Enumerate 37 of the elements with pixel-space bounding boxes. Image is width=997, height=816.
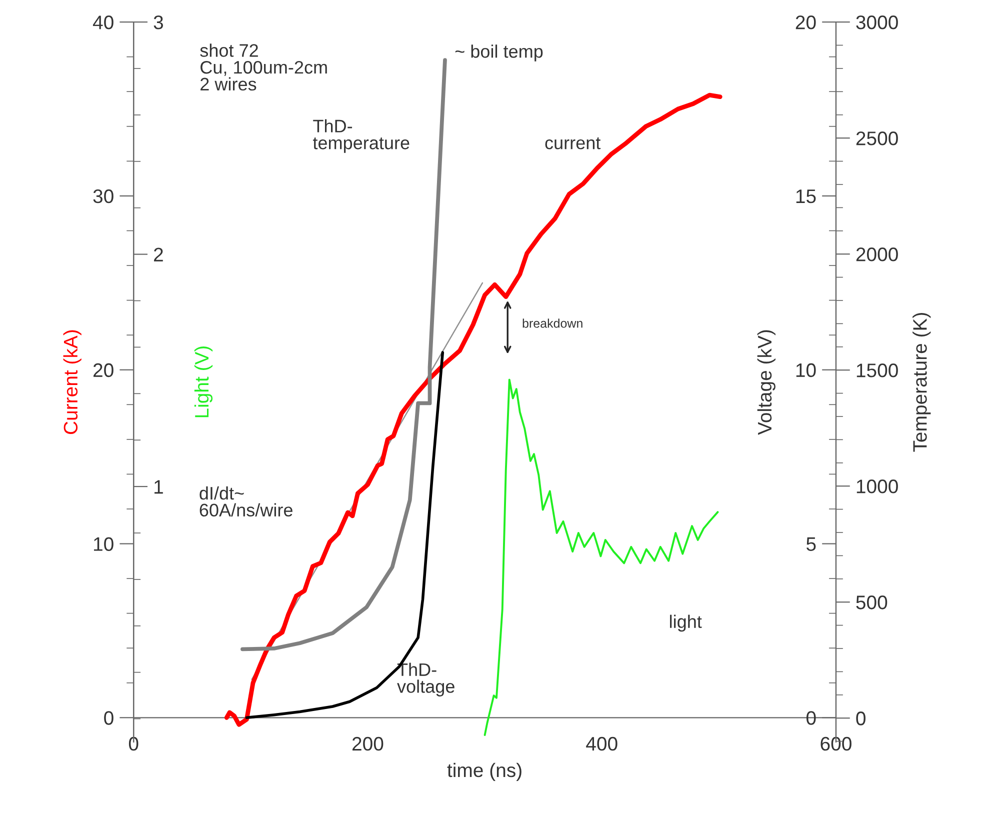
y2-tick-label: 5 xyxy=(806,537,816,551)
series-label: current xyxy=(545,137,601,150)
x-tick-label: 600 xyxy=(820,736,852,751)
y2-tick-label: 10 xyxy=(796,363,816,378)
y3-tick-label: 2000 xyxy=(856,248,898,262)
y3-axis-title: Temperature (K) xyxy=(912,312,931,452)
line-series xyxy=(484,378,719,736)
y3-tick-label: 3000 xyxy=(856,16,898,30)
y3-tick-label: 2500 xyxy=(856,132,898,146)
x-axis-title: time (ns) xyxy=(447,762,522,781)
y-tick-label: 1 xyxy=(154,480,163,494)
y3-tick-label: 500 xyxy=(856,596,888,610)
y2-axis-title: Voltage (kV) xyxy=(757,330,776,435)
y-tick-label: 40 xyxy=(92,16,114,30)
x-tick-label: 0 xyxy=(128,736,138,751)
y-tick-label: 2 xyxy=(154,248,163,262)
series-label: ThD- temperature xyxy=(312,119,410,153)
y-tick-label: 3 xyxy=(154,16,163,30)
y-axis-title: Current (kA) xyxy=(63,330,82,434)
y-tick-label: 20 xyxy=(94,363,114,378)
text: light xyxy=(670,614,702,632)
y-axis-title: Light (V) xyxy=(194,346,213,418)
text: dI/dt~ 60A/ns/wire xyxy=(200,486,292,516)
annotation: shot 72 Cu, 100um-2cm 2 wires xyxy=(200,44,327,91)
annotation: ~ boil temp xyxy=(455,44,543,62)
y2-tick-label: 20 xyxy=(796,16,816,30)
y-tick-label: 0 xyxy=(104,711,114,725)
x-tick-label: 400 xyxy=(586,736,618,751)
y2-tick-label: 15 xyxy=(796,190,816,204)
y-tick-label: 30 xyxy=(93,189,114,204)
annotation: breakdown xyxy=(522,318,582,328)
y3-tick-label: 1000 xyxy=(856,480,898,494)
y3-tick-label: 1500 xyxy=(856,364,898,378)
y3-tick-label: 0 xyxy=(856,712,866,726)
series-label: ThD- voltage xyxy=(397,662,454,696)
y-tick-label: 10 xyxy=(94,537,114,551)
x-tick-label: 200 xyxy=(352,736,384,751)
